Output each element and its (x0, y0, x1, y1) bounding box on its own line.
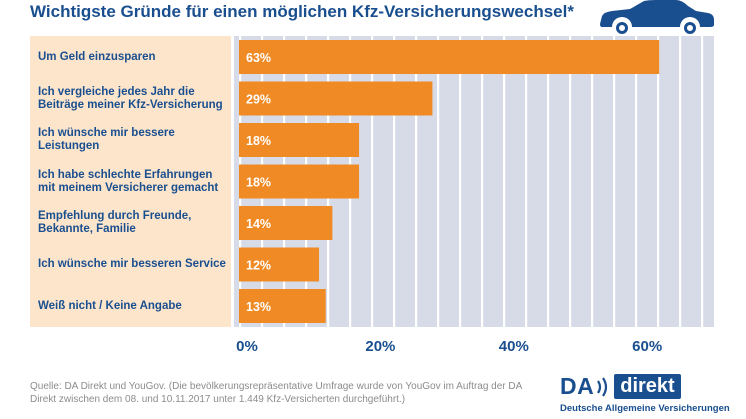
bar-value-label: 29% (246, 93, 271, 107)
gridline (525, 36, 528, 327)
gridline (393, 36, 396, 327)
category-label-panel (30, 36, 231, 327)
gridline (481, 36, 484, 327)
category-label-line: Ich habe schlechte Erfahrungen (38, 168, 213, 181)
bar (239, 81, 433, 116)
plot-area: 63% 29% 18% 18% 14% 12% 13% (234, 36, 714, 327)
x-tick-label: 40% (498, 338, 529, 355)
bar-value-label: 63% (246, 51, 271, 65)
gridline (613, 36, 616, 327)
gridline (415, 36, 418, 327)
logo-text-direkt: direkt (614, 374, 681, 399)
bar (239, 164, 360, 199)
bar-value-label: 13% (246, 300, 271, 314)
bar-chart: 63% 29% 18% 18% 14% 12% 13% (239, 36, 704, 327)
category-label-line: Ich wünsche mir bessere (38, 127, 175, 139)
x-tick-label: 20% (365, 338, 396, 355)
category-label: Ich habe schlechte Erfahrungen mit meinem… (38, 169, 230, 195)
logo-text-da: DA (560, 373, 595, 399)
category-label-line: Leistungen (38, 140, 100, 152)
chart-title: Wichtigste Gründe für einen möglichen Kf… (30, 2, 574, 21)
x-tick-label: 0% (236, 338, 258, 355)
category-label: Ich wünsche mir besseren Service (38, 258, 230, 271)
category-label-line: Weiß nicht / Keine Angabe (38, 299, 182, 312)
gridline (591, 36, 594, 327)
category-label-line: Beiträge meiner Kfz-Versicherung (38, 98, 223, 111)
gridline (503, 36, 506, 327)
category-label-line: Um Geld einzusparen (38, 50, 156, 63)
category-label: Ich wünsche mir bessere Leistungen (38, 127, 230, 153)
bar-value-label: 18% (246, 134, 271, 148)
category-label-line: Empfehlung durch Freunde, (38, 210, 192, 222)
category-label: Ich vergleiche jedes Jahr die Beiträge me… (38, 86, 230, 112)
gridline (679, 36, 682, 327)
bar-value-label: 14% (246, 217, 271, 231)
gridline (635, 36, 638, 327)
gridline (371, 36, 374, 327)
da-direkt-logo: DA direkt Deutsche Allgemeine Versicheru… (560, 373, 730, 414)
gridline (437, 36, 440, 327)
category-label-line: Ich wünsche mir besseren Service (38, 258, 226, 270)
category-label: Um Geld einzusparen (38, 51, 230, 64)
x-tick-label: 60% (632, 338, 663, 355)
bar (239, 40, 660, 74)
category-label-line: Bekannte, Familie (38, 223, 136, 235)
source-note: Quelle: DA Direkt und YouGov. (Die bevöl… (30, 381, 522, 405)
gridline (547, 36, 550, 327)
gridline (459, 36, 462, 327)
gridline (701, 36, 704, 327)
category-label: Empfehlung durch Freunde, Bekannte, Famil… (38, 210, 230, 236)
bar (239, 123, 360, 157)
gridline (569, 36, 572, 327)
category-label-line: Ich vergleiche jedes Jahr die (38, 85, 195, 98)
logo-tagline: Deutsche Allgemeine Versicherungen (560, 403, 730, 414)
bar (239, 206, 333, 240)
gridline (657, 36, 660, 327)
bar-value-label: 18% (246, 176, 271, 190)
bar (239, 289, 326, 323)
category-label-line: mit meinem Versicherer gemacht (38, 181, 219, 194)
bar-value-label: 12% (246, 259, 271, 273)
car-icon (600, 0, 714, 34)
category-label: Weiß nicht / Keine Angabe (38, 300, 230, 313)
bar (239, 247, 320, 282)
signal-waves-icon (597, 376, 608, 397)
